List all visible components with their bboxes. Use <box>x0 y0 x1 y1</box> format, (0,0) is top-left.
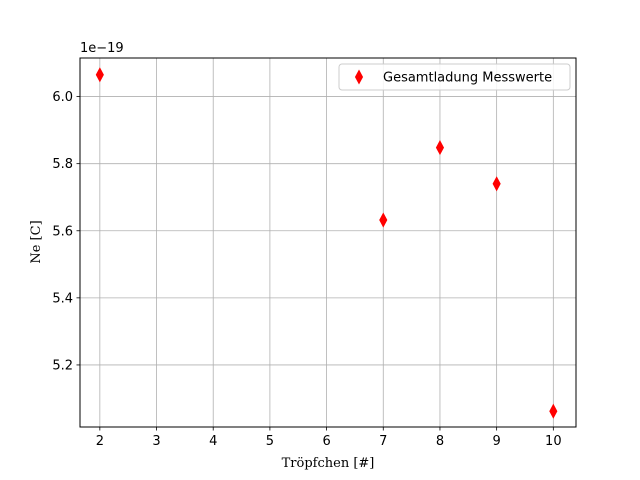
y-axis-ticks: 5.2 5.4 5.6 5.8 6.0 <box>52 90 80 373</box>
grid <box>80 58 576 427</box>
x-tick-label: 2 <box>96 434 104 449</box>
data-point-marker <box>549 403 558 419</box>
y-tick-label: 6.0 <box>52 90 73 105</box>
data-points <box>95 67 558 419</box>
x-tick-label: 5 <box>266 434 274 449</box>
data-point-marker <box>95 67 104 83</box>
x-axis-label: Tröpfchen [#] <box>282 456 375 471</box>
legend-label: Gesamtladung Messwerte <box>383 71 552 86</box>
data-point-marker <box>435 140 445 156</box>
x-tick-label: 7 <box>379 434 387 449</box>
x-tick-label: 3 <box>152 434 160 449</box>
data-point-marker <box>492 176 501 192</box>
x-tick-label: 4 <box>209 434 217 449</box>
y-offset-text: 1e−19 <box>80 41 124 56</box>
x-tick-label: 8 <box>436 434 444 449</box>
plot-frame <box>79 57 577 428</box>
legend-marker <box>354 69 364 85</box>
y-tick-label: 5.6 <box>52 224 73 239</box>
x-tick-label: 6 <box>322 434 330 449</box>
x-tick-label: 10 <box>545 434 562 449</box>
y-tick-label: 5.2 <box>52 358 73 373</box>
y-tick-label: 5.8 <box>52 157 73 172</box>
legend-box <box>338 63 571 91</box>
y-axis-label: Ne [C] <box>29 220 44 263</box>
data-point-marker <box>379 212 388 228</box>
y-tick-label: 5.4 <box>52 291 73 306</box>
x-tick-label: 9 <box>492 434 500 449</box>
legend: Gesamtladung Messwerte <box>338 63 571 91</box>
x-axis-ticks: 2 3 4 5 6 7 8 9 10 <box>96 427 562 449</box>
